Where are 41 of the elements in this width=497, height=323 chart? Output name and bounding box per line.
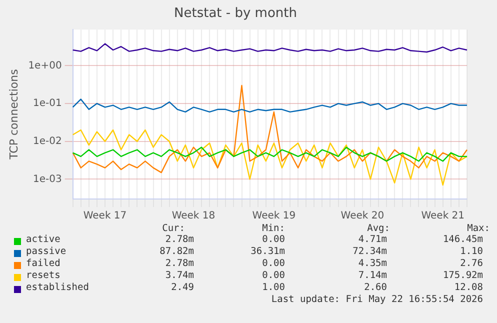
text: Cur:	[162, 223, 185, 234]
text: 4.71m	[358, 234, 387, 245]
text: 0.00	[262, 270, 285, 281]
text: 0.00	[262, 258, 285, 269]
y-tick-label: 1e-03	[32, 174, 62, 185]
text: 175.92m	[442, 270, 483, 281]
x-tick-label: Week 19	[252, 210, 296, 222]
text: 146.45m	[442, 234, 483, 245]
x-tick-label: Week 21	[421, 210, 465, 222]
chart-title: Netstat - by month	[174, 6, 297, 22]
legend-label: active	[26, 234, 60, 245]
text: 36.31m	[250, 246, 285, 257]
text: Last update: Fri May 22 16:55:54 2026	[271, 294, 483, 305]
legend-label: failed	[26, 258, 60, 269]
text: 2.76	[460, 258, 483, 269]
legend-label: passive	[26, 246, 66, 257]
x-tick-label: Week 18	[172, 210, 216, 222]
x-tick-label: Week 17	[83, 210, 127, 222]
text: Min:	[262, 223, 285, 234]
legend-label: resets	[26, 270, 60, 281]
text: 2.78m	[165, 234, 194, 245]
y-tick-label: 1e+00	[28, 60, 62, 72]
text: 87.82m	[160, 246, 194, 257]
text: Avg:	[367, 223, 390, 234]
y-axis-title: TCP connections	[7, 68, 20, 160]
text: 2.78m	[165, 258, 194, 269]
x-tick-label: Week 20	[340, 210, 384, 222]
text: 72.34m	[352, 246, 387, 257]
text: 0.00	[262, 234, 285, 245]
legend-label: established	[26, 282, 89, 293]
text: 12.08	[454, 282, 483, 293]
text: 3.74m	[165, 270, 194, 281]
text: 2.60	[364, 282, 387, 293]
text: 1.00	[262, 282, 285, 293]
text: 2.49	[171, 282, 194, 293]
y-tick-label: 1e-02	[32, 136, 62, 147]
text: 4.35m	[358, 258, 387, 269]
text: 7.14m	[358, 270, 387, 281]
y-tick-label: 1e-01	[32, 98, 62, 110]
text: Max:	[467, 223, 490, 234]
text: 1.10	[460, 246, 483, 257]
